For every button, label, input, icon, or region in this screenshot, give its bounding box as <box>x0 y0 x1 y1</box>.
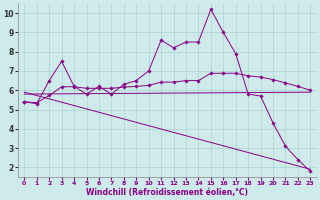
X-axis label: Windchill (Refroidissement éolien,°C): Windchill (Refroidissement éolien,°C) <box>86 188 248 197</box>
